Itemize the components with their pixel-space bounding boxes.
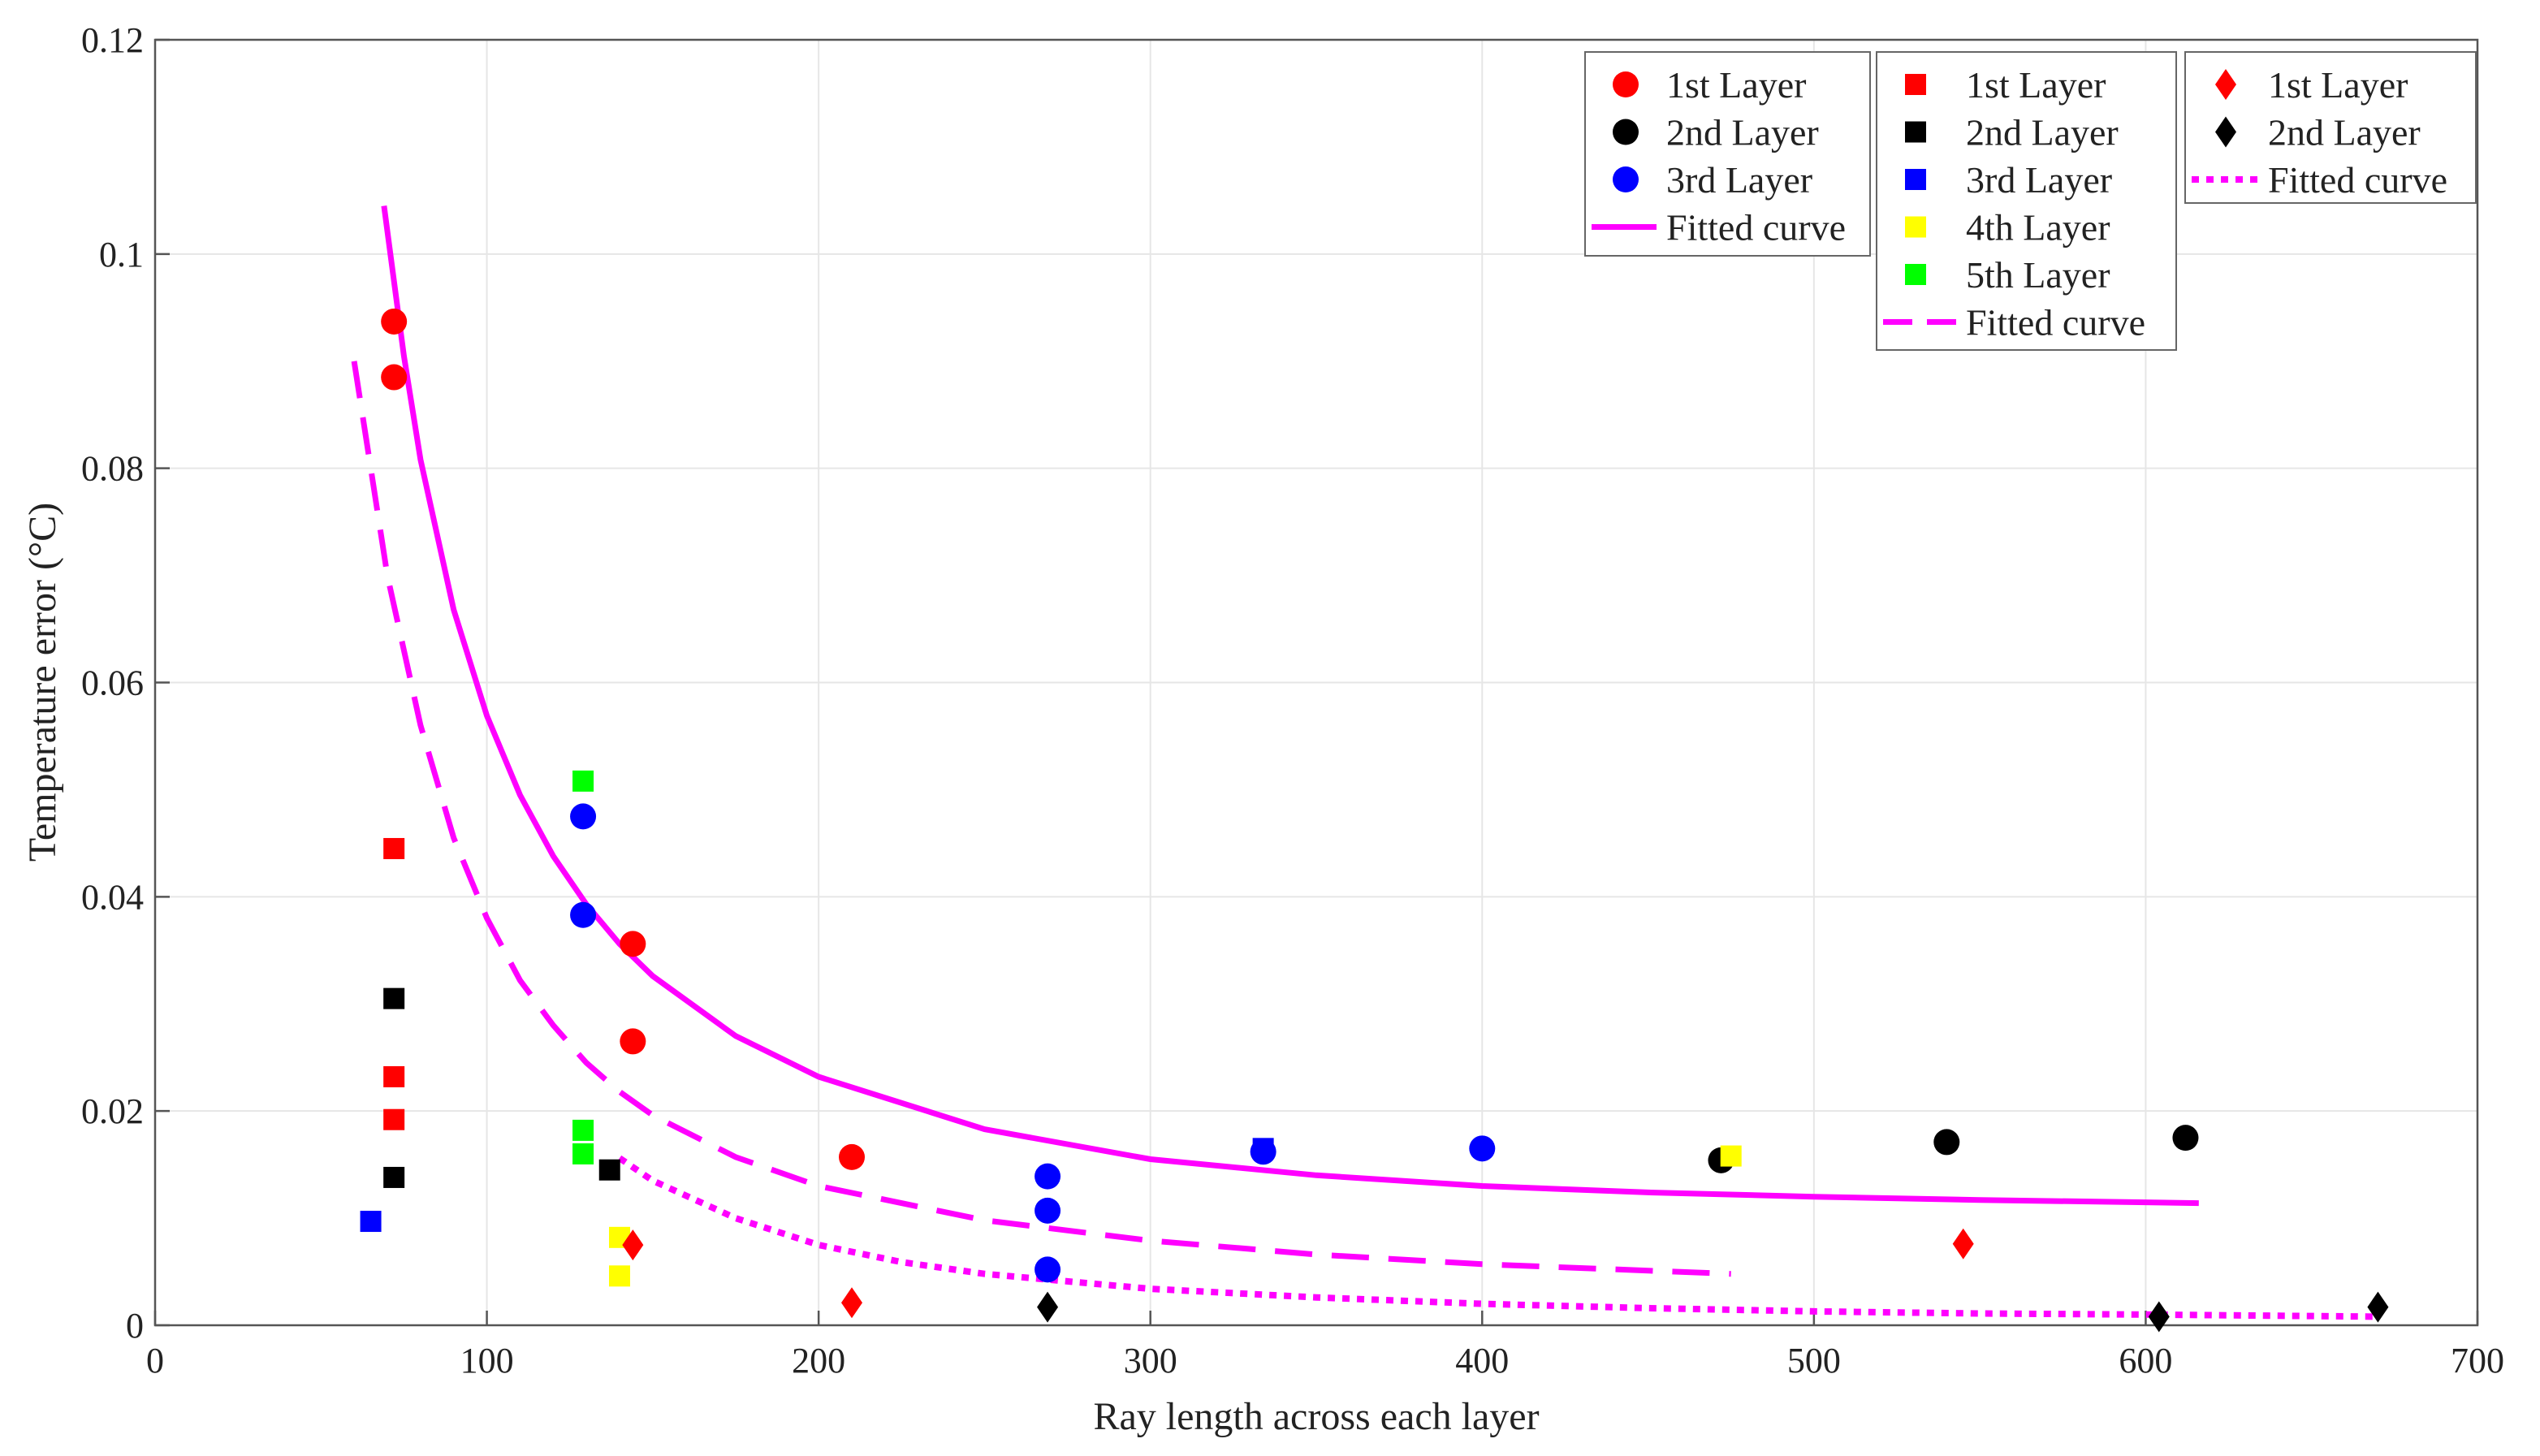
data-point-diamond [622, 1229, 644, 1261]
legend-label: 5th Layer [1966, 254, 2110, 296]
data-point-square [572, 1143, 594, 1164]
legend-marker-square [1905, 264, 1926, 285]
legend-2: 1st Layer 2nd Layer 3rd Layer 4th Layer 5th … [1876, 51, 2177, 351]
data-point-square [598, 1159, 620, 1181]
data-point-circle [620, 931, 646, 957]
x-tick-label: 300 [1124, 1341, 1177, 1380]
x-tick-label: 400 [1455, 1341, 1509, 1380]
legend-label: 1st Layer [1966, 64, 2106, 106]
x-tick-label: 500 [1787, 1341, 1841, 1380]
legend-marker-circle [1613, 71, 1639, 97]
data-point-circle [1035, 1256, 1061, 1283]
x-tick-label: 200 [792, 1341, 845, 1380]
data-point-square [383, 1166, 405, 1188]
data-point-square [360, 1211, 382, 1233]
legend-label: Fitted curve [1666, 207, 1846, 248]
fitted-curve-solid [381, 205, 2199, 1207]
data-point-diamond [1037, 1291, 1059, 1323]
x-tick-label: 600 [2119, 1341, 2172, 1380]
data-point-circle [1035, 1163, 1061, 1190]
data-point-diamond [841, 1287, 862, 1319]
x-tick-label: 700 [2451, 1341, 2504, 1380]
data-point-square [383, 1065, 405, 1087]
legend-label: 1st Layer [2268, 64, 2408, 106]
legend-marker-square [1905, 216, 1926, 238]
legend-label: 3rd Layer [1666, 159, 1812, 201]
y-tick-label: 0.1 [99, 235, 144, 274]
y-tick-label: 0.02 [81, 1091, 144, 1131]
x-tick-label: 0 [146, 1341, 164, 1380]
fitted-curve-dashed [351, 361, 1731, 1277]
legend-3: 1st Layer 2nd Layer Fitted curve [2184, 51, 2477, 204]
legend-marker-square [1905, 74, 1926, 95]
data-point-square [383, 1108, 405, 1130]
legend-box [2184, 51, 2477, 204]
x-axis-label: Ray length across each layer [1093, 1395, 1539, 1438]
legend-label: 4th Layer [1966, 207, 2110, 248]
data-point-square [572, 770, 594, 792]
y-tick-label: 0 [126, 1306, 144, 1346]
x-tick-label: 100 [460, 1341, 514, 1380]
data-points [360, 308, 2389, 1333]
legend-marker-diamond [2215, 116, 2236, 148]
legend-marker-circle [1613, 166, 1639, 192]
data-point-circle [1933, 1129, 1960, 1156]
data-point-circle [2172, 1125, 2199, 1151]
y-axis-label: Temperature error (°C) [21, 503, 64, 862]
legend-marker-square [1905, 121, 1926, 143]
legend-label: 1st Layer [1666, 64, 1806, 106]
y-tick-label: 0.04 [81, 877, 144, 917]
data-point-circle [381, 308, 408, 335]
data-point-diamond [2148, 1301, 2170, 1333]
legend-label: 2nd Layer [2268, 112, 2421, 153]
legend-box [1876, 51, 2177, 351]
legend-label: 2nd Layer [1966, 112, 2119, 153]
legend-label: 2nd Layer [1666, 112, 1819, 153]
y-tick-label: 0.06 [81, 663, 144, 703]
data-point-diamond [2367, 1291, 2389, 1323]
data-point-square [383, 837, 405, 859]
legend-marker-square [1905, 169, 1926, 190]
data-point-circle [570, 803, 597, 830]
data-point-circle [381, 364, 408, 391]
data-point-square [1252, 1138, 1274, 1160]
data-point-square [383, 987, 405, 1009]
y-tick-label: 0.08 [81, 449, 144, 489]
axis-ticks: 0 100 200 300 400 500 600 700 0 0.02 0.04 0.06 0.08 0… [81, 20, 2504, 1380]
data-point-square [572, 1119, 594, 1141]
data-point-circle [570, 901, 597, 928]
legend-label: 3rd Layer [1966, 159, 2112, 201]
legend-label: Fitted curve [1966, 302, 2145, 343]
data-point-circle [1035, 1197, 1061, 1224]
legend-marker-diamond [2215, 69, 2236, 100]
data-point-circle [620, 1028, 646, 1055]
y-tick-label: 0.12 [81, 20, 144, 60]
data-point-circle [839, 1143, 865, 1170]
fitted-curve-dotted [617, 1155, 2378, 1320]
legend-1: 1st Layer 2nd Layer 3rd Layer Fitted curve [1584, 51, 1871, 257]
data-point-square [1720, 1145, 1742, 1167]
legend-label: Fitted curve [2268, 159, 2447, 201]
legend-marker-circle [1613, 119, 1639, 145]
data-point-diamond [1952, 1228, 1974, 1259]
data-point-square [609, 1265, 630, 1287]
data-point-circle [1469, 1135, 1496, 1162]
fitted-curves [351, 205, 2378, 1320]
